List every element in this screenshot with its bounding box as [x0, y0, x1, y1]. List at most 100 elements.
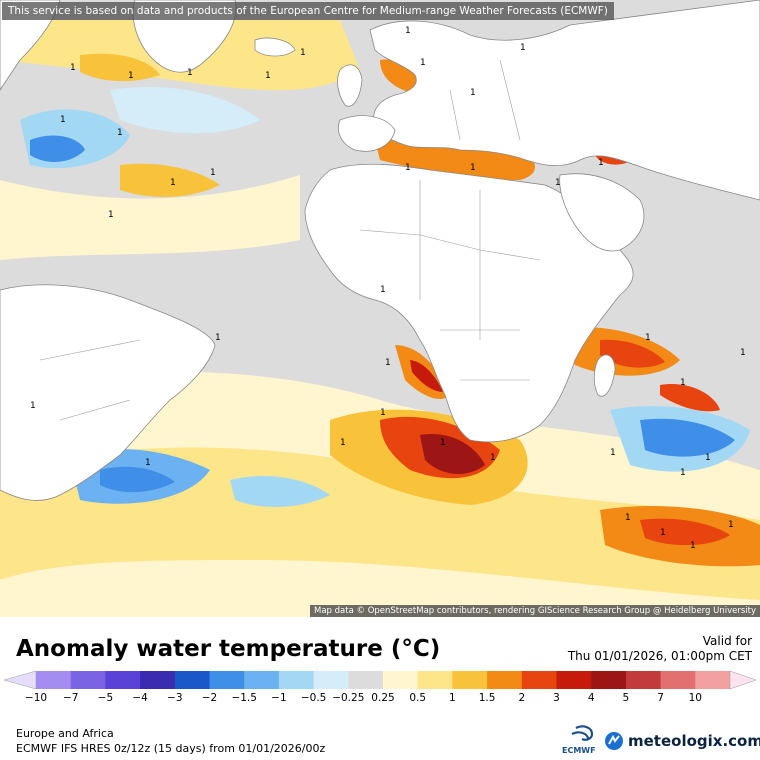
svg-text:1: 1 — [520, 43, 526, 53]
svg-text:1: 1 — [170, 178, 176, 188]
svg-text:1: 1 — [108, 210, 114, 220]
legend-tick-label: −0.5 — [300, 692, 327, 704]
legend-tick-label: 0.25 — [371, 692, 395, 704]
page-title: Anomaly water temperature (°C) — [16, 636, 441, 662]
svg-text:1: 1 — [340, 438, 346, 448]
legend-swatch — [140, 671, 176, 689]
svg-text:1: 1 — [645, 333, 651, 343]
legend-tick-label: 1 — [449, 692, 456, 704]
svg-text:1: 1 — [680, 378, 686, 388]
svg-text:1: 1 — [660, 528, 666, 538]
cold-anomaly — [100, 466, 175, 493]
legend-swatch — [521, 671, 557, 689]
svg-text:1: 1 — [740, 348, 746, 358]
legend-tick-label: −2 — [201, 692, 218, 704]
svg-text:1: 1 — [60, 115, 66, 125]
warm-anomaly — [80, 53, 160, 82]
legend-swatch — [70, 671, 106, 689]
svg-text:1: 1 — [30, 401, 36, 411]
svg-text:1: 1 — [405, 26, 411, 36]
legend-swatch — [244, 671, 280, 689]
ecmwf-disclaimer: This service is based on data and produc… — [2, 2, 614, 20]
svg-text:1: 1 — [680, 468, 686, 478]
legend-swatch — [313, 671, 349, 689]
svg-text:1: 1 — [490, 453, 496, 463]
warm-anomaly — [410, 360, 443, 392]
landmass — [0, 0, 760, 501]
svg-text:1: 1 — [145, 458, 151, 468]
legend-tick-label: −10 — [24, 692, 48, 704]
ecmwf-logo-label: ECMWF — [562, 746, 596, 755]
legend-swatch — [383, 671, 419, 689]
legend-tick-label: 4 — [587, 692, 595, 704]
svg-text:1: 1 — [440, 438, 446, 448]
legend-swatch — [625, 671, 662, 689]
svg-text:1: 1 — [117, 128, 123, 138]
meteologix-logo[interactable]: meteologix.com — [604, 730, 760, 752]
svg-text:1: 1 — [210, 168, 216, 178]
meteologix-mark-icon — [605, 732, 623, 750]
cold-anomaly — [230, 475, 330, 507]
legend-tick-label: 5 — [622, 692, 630, 704]
cold-anomaly — [640, 418, 735, 457]
svg-text:1: 1 — [690, 541, 696, 551]
svg-text:1: 1 — [470, 163, 476, 173]
valid-label: Valid for — [702, 634, 752, 648]
svg-text:1: 1 — [705, 453, 711, 463]
legend-tick-label: −1.5 — [231, 692, 257, 704]
legend-swatch — [591, 671, 627, 689]
svg-text:1: 1 — [70, 63, 76, 73]
legend-swatch — [660, 671, 696, 689]
warm-anomaly — [660, 384, 720, 412]
legend-tick-label: −3 — [167, 692, 183, 704]
warm-anomaly — [640, 518, 730, 546]
svg-text:1: 1 — [187, 68, 193, 78]
model-label: ECMWF IFS HRES 0z/12z (15 days) from 01/… — [16, 742, 326, 755]
legend-tick-label: 7 — [657, 692, 664, 704]
svg-text:1: 1 — [728, 520, 734, 530]
legend-tick-label: 1.5 — [478, 692, 496, 704]
legend-swatch — [105, 671, 141, 689]
meteologix-brand: meteologix.com — [628, 732, 760, 750]
anomaly-band — [0, 175, 300, 260]
svg-text:1: 1 — [598, 158, 604, 168]
svg-text:1: 1 — [380, 285, 386, 295]
legend-swatch — [556, 671, 592, 689]
valid-time: Thu 01/01/2026, 01:00pm CET — [567, 649, 752, 663]
svg-text:1: 1 — [470, 88, 476, 98]
legend-swatch — [348, 671, 384, 689]
contour-labels: 1 1 1 1 1 1 1 1 1 1 1 1 1 1 1 1 1 1 1 1 … — [30, 26, 746, 551]
legend-swatch — [209, 671, 245, 689]
legend-swatch — [487, 671, 523, 689]
cold-anomaly — [30, 135, 85, 162]
legend-tick-label: 0.5 — [409, 692, 427, 704]
map-attribution[interactable]: Map data © OpenStreetMap contributors, r… — [310, 605, 760, 617]
legend-tick-label: 2 — [518, 692, 526, 704]
legend-tick-label: −4 — [132, 692, 148, 704]
svg-text:1: 1 — [385, 358, 391, 368]
warm-anomaly — [120, 163, 220, 197]
svg-text:1: 1 — [405, 163, 411, 173]
map-panel[interactable]: 1 1 1 1 1 1 1 1 1 1 1 1 1 1 1 1 1 1 1 1 … — [0, 0, 760, 617]
svg-text:1: 1 — [610, 448, 616, 458]
svg-text:1: 1 — [215, 333, 221, 343]
legend-swatch — [174, 671, 210, 689]
svg-text:1: 1 — [625, 513, 631, 523]
country-borders — [39, 59, 541, 421]
legend-swatch — [36, 671, 72, 689]
svg-text:1: 1 — [555, 178, 561, 188]
ecmwf-logo-icon[interactable] — [562, 724, 602, 758]
svg-text:1: 1 — [265, 71, 271, 81]
legend-tick-label: 3 — [553, 692, 560, 704]
legend-tick-label: −1 — [271, 692, 287, 704]
legend-tick-label: −7 — [62, 692, 79, 704]
warm-anomaly — [420, 434, 485, 475]
legend-high-arrow — [729, 671, 756, 689]
legend-tick-label: −5 — [97, 692, 114, 704]
svg-text:1: 1 — [420, 58, 426, 68]
warm-anomaly — [600, 339, 665, 368]
legend-swatch — [695, 671, 731, 689]
legend-swatch — [417, 671, 453, 689]
svg-text:1: 1 — [128, 71, 134, 81]
anomaly-map: 1 1 1 1 1 1 1 1 1 1 1 1 1 1 1 1 1 1 1 1 … — [0, 0, 760, 617]
